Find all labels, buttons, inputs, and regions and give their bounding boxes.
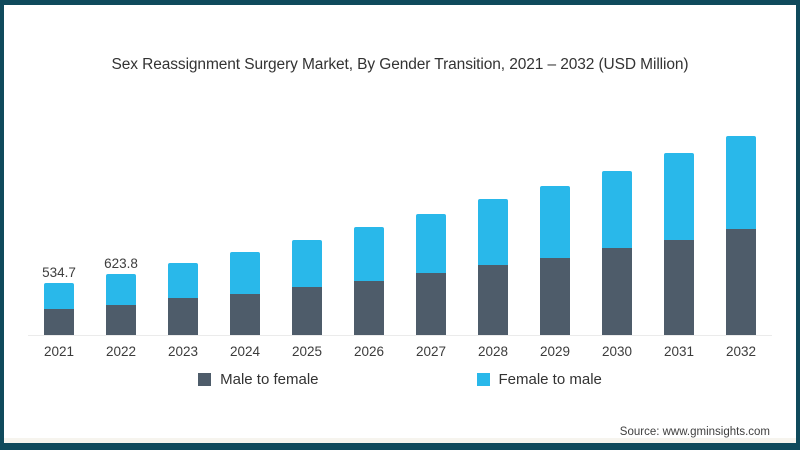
stacked-bar [602,170,632,335]
x-axis-label: 2021 [43,344,75,359]
stacked-bar [478,199,508,335]
bar-column [524,130,586,335]
legend-item-female-to-male: Female to male [476,371,602,388]
x-axis-label: 2030 [601,344,633,359]
bar-segment-female-to-male [44,282,74,310]
bar-segment-female-to-male [416,214,446,273]
bar-column [462,130,524,335]
chart-title: Sex Reassignment Surgery Market, By Gend… [111,56,689,73]
bar-segment-male-to-female [230,293,260,335]
legend-label: Male to female [220,371,319,388]
bar-segment-male-to-female [44,309,74,335]
bar-segment-male-to-female [726,229,756,335]
bar-column [586,130,648,335]
bar-column: 623.8 [90,130,152,335]
bar-segment-male-to-female [106,304,136,335]
x-axis-label: 2025 [291,344,323,359]
x-axis-label: 2023 [167,344,199,359]
bar-segment-female-to-male [602,170,632,249]
stacked-bar [44,282,74,335]
bar-segment-male-to-female [478,264,508,335]
legend-item-male-to-female: Male to female [198,371,319,388]
bar-segment-male-to-female [354,280,384,335]
bar-segment-female-to-male [478,199,508,265]
bar-column [648,130,710,335]
bar-segment-female-to-male [292,239,322,288]
legend-swatch-male-to-female [198,373,212,386]
bar-column [276,130,338,335]
x-axis-label: 2024 [229,344,261,359]
stacked-bar [230,252,260,335]
legend: Male to female Female to male [4,371,796,388]
bar-segment-female-to-male [726,136,756,230]
bar-column [338,130,400,335]
stacked-bar [540,185,570,335]
plot-area: 534.7 623.8 [28,130,772,336]
bar-segment-male-to-female [540,257,570,335]
legend-label: Female to male [498,371,602,388]
bottom-strip [4,438,796,443]
bar-column: 534.7 [28,130,90,335]
bar-segment-male-to-female [292,287,322,335]
bar-column [400,130,462,335]
bar-value-label: 534.7 [42,265,76,281]
legend-swatch-female-to-male [476,373,490,386]
bar-column [710,130,772,335]
stacked-bar [106,273,136,335]
bar-segment-male-to-female [416,272,446,335]
bar-segment-female-to-male [106,273,136,305]
x-axis-label: 2026 [353,344,385,359]
bar-segment-female-to-male [354,227,384,281]
bar-value-label: 623.8 [104,256,138,272]
bar-segment-female-to-male [230,252,260,294]
x-axis-label: 2028 [477,344,509,359]
stacked-bar [354,227,384,335]
bar-segment-female-to-male [664,153,694,240]
stacked-bar [292,239,322,335]
stacked-bar [416,214,446,335]
source-attribution: Source: www.gminsights.com [619,426,770,438]
x-axis-label: 2022 [105,344,137,359]
x-axis: 2021 2022 2023 2024 2025 2026 2027 2028 2029 2030… [28,344,772,359]
bar-segment-male-to-female [602,248,632,335]
x-axis-label: 2027 [415,344,447,359]
stacked-bar [664,153,694,335]
bar-segment-female-to-male [168,263,198,299]
bar-column [214,130,276,335]
x-axis-label: 2029 [539,344,571,359]
bar-column [152,130,214,335]
stacked-bar [726,136,756,335]
bar-segment-male-to-female [168,298,198,335]
stacked-bar [168,263,198,335]
bar-segment-male-to-female [664,239,694,335]
bar-segment-female-to-male [540,185,570,258]
x-axis-label: 2031 [663,344,695,359]
x-axis-label: 2032 [725,344,757,359]
